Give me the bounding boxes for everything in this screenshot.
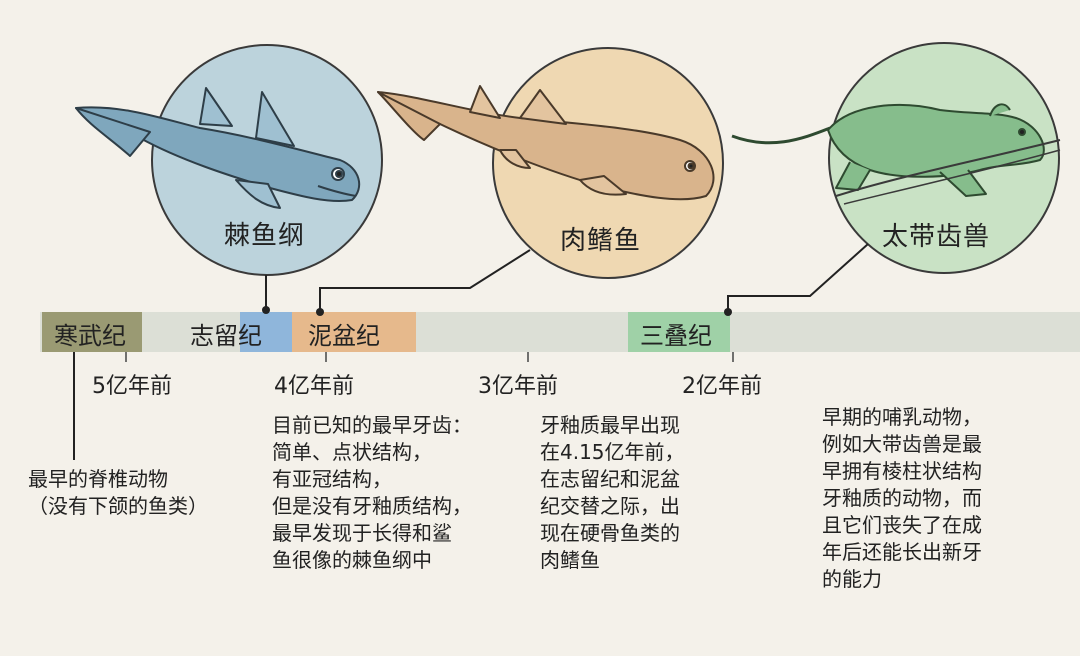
era-silurian-bar — [240, 312, 292, 352]
note-enamel: 牙釉质最早出现 在4.15亿年前， 在志留纪和泥盆 纪交替之际，出 现在硬骨鱼类… — [540, 413, 685, 572]
lobe-finned-fish-icon — [377, 85, 715, 201]
connector-dots — [262, 306, 732, 316]
tick-marks — [125, 352, 734, 362]
tick-label-300: 3亿年前 — [478, 374, 558, 399]
tick-label-200: 2亿年前 — [682, 374, 762, 399]
era-triassic-label: 三叠纪 — [640, 322, 712, 350]
acanthodian-fish-icon — [75, 87, 361, 209]
note-earliest-vertebrate: 最早的脊椎动物 （没有下颌的鱼类） — [28, 467, 208, 518]
era-devonian-label: 泥盆纪 — [308, 322, 380, 350]
era-triassic-bar — [628, 312, 730, 352]
era-cambrian-label: 寒武纪 — [54, 322, 126, 350]
era-devonian-bar — [292, 312, 416, 352]
lobefin-label: 肉鳍鱼 — [560, 226, 642, 256]
cynodont-mammal-icon — [731, 103, 1061, 205]
era-silurian-label: 志留纪 — [190, 322, 262, 350]
connector-lines — [73, 243, 869, 460]
timeline-bar — [40, 312, 1080, 352]
era-cambrian-bar — [42, 312, 142, 352]
mammal-label: 太带齿兽 — [882, 222, 991, 252]
tick-label-400: 4亿年前 — [274, 374, 354, 399]
note-earliest-teeth: 目前已知的最早牙齿： 简单、点状结构， 有亚冠结构， 但是没有牙釉质结构， 最早… — [272, 413, 472, 572]
acanthodian-label: 棘鱼纲 — [224, 221, 306, 251]
tick-label-500: 5亿年前 — [92, 374, 172, 399]
note-mammal: 早期的哺乳动物， 例如大带齿兽是最 早拥有棱柱状结构 牙釉质的动物，而 且它们丧… — [822, 405, 982, 591]
